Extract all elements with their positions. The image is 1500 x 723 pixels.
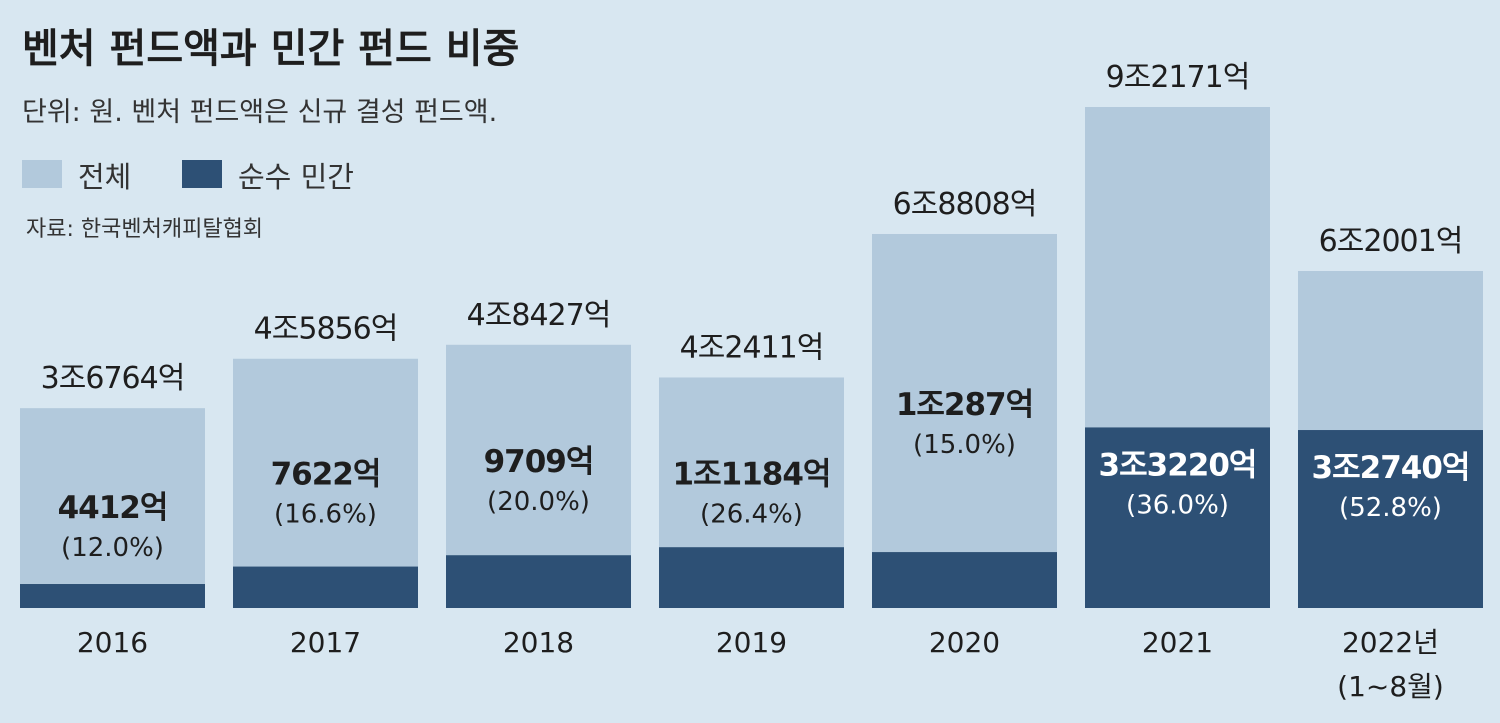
private-share-label: (16.6%) xyxy=(274,500,377,530)
total-value-label: 4조5856억 xyxy=(254,312,398,347)
bar-private xyxy=(1085,427,1270,608)
private-value-label: 3조2740억 xyxy=(1312,450,1470,486)
bar-private xyxy=(20,584,205,608)
private-share-label: (26.4%) xyxy=(700,499,803,529)
total-value-label: 9조2171억 xyxy=(1106,60,1250,95)
source-note: 자료: 한국벤처캐피탈협회 xyxy=(26,217,263,242)
total-value-label: 3조6764억 xyxy=(41,361,185,396)
private-share-label: (15.0%) xyxy=(913,430,1016,460)
x-tick-note: (1~8월) xyxy=(1337,670,1444,703)
legend-swatch-total xyxy=(22,160,62,188)
total-value-label: 6조8808억 xyxy=(893,187,1037,222)
bar-total xyxy=(872,233,1057,609)
total-value-label: 6조2001억 xyxy=(1319,224,1463,259)
private-share-label: (52.8%) xyxy=(1339,493,1442,523)
bar-private xyxy=(1298,430,1483,608)
x-tick-label: 2016 xyxy=(77,626,148,659)
bar-private xyxy=(659,547,844,608)
private-value-label: 4412억 xyxy=(58,490,168,526)
legend-label-private: 순수 민간 xyxy=(238,160,354,194)
labels-group: 3조6764억 4412억 (12.0%) 2016 4조5856억 7622억 (16.6… xyxy=(41,60,1471,703)
private-value-label: 3조3220억 xyxy=(1099,447,1257,483)
x-tick-label: 2021 xyxy=(1142,626,1213,659)
private-value-label: 1조287억 xyxy=(896,387,1033,423)
bar-total xyxy=(20,408,205,608)
legend: 전체 순수 민간 xyxy=(22,160,354,194)
private-share-label: (12.0%) xyxy=(61,533,164,563)
chart-subtitle: 단위: 원. 벤처 펀드액은 신규 결성 펀드액. xyxy=(22,97,497,128)
total-value-label: 4조8427억 xyxy=(467,298,611,333)
private-share-label: (20.0%) xyxy=(487,487,590,517)
x-tick-label: 2022년 xyxy=(1342,626,1439,659)
bar-private xyxy=(233,566,418,608)
private-value-label: 9709억 xyxy=(484,444,594,480)
legend-swatch-private xyxy=(182,160,222,188)
bar-private xyxy=(872,552,1057,608)
legend-label-total: 전체 xyxy=(78,160,131,194)
x-tick-label: 2017 xyxy=(290,626,361,659)
private-value-label: 1조1184억 xyxy=(673,456,831,492)
private-share-label: (36.0%) xyxy=(1126,490,1229,520)
bars-group xyxy=(20,107,1483,609)
chart-title: 벤처 펀드액과 민간 펀드 비중 xyxy=(22,26,519,72)
total-value-label: 4조2411억 xyxy=(680,330,824,365)
x-tick-label: 2020 xyxy=(929,626,1000,659)
x-tick-label: 2018 xyxy=(503,626,574,659)
private-value-label: 7622억 xyxy=(271,457,381,493)
bar-total xyxy=(233,358,418,608)
bar-private xyxy=(446,555,631,608)
x-tick-label: 2019 xyxy=(716,626,787,659)
